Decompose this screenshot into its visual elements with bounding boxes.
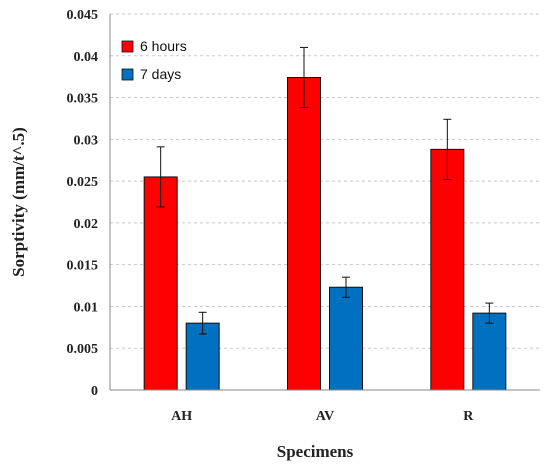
x-tick-labels: AH AV R	[171, 409, 474, 424]
legend-swatch-7-days	[121, 68, 134, 81]
y-tick-label: 0.025	[67, 175, 99, 190]
bar-7-days-r	[472, 312, 507, 391]
y-tick-label: 0.035	[67, 92, 99, 107]
error-bars	[156, 46, 494, 335]
bar-7-days-av	[329, 286, 363, 391]
y-tick-label: 0	[91, 384, 98, 399]
x-axis-title: Specimens	[277, 442, 354, 461]
y-tick-label: 0.015	[67, 259, 99, 274]
y-tick-label: 0.01	[74, 300, 99, 315]
x-tick-label: AH	[171, 409, 192, 424]
legend-swatch-6-hours	[121, 40, 134, 53]
x-tick-label: R	[463, 409, 474, 424]
legend: 6 hours 7 days	[121, 38, 187, 82]
bars	[143, 77, 507, 391]
bar-6-hours-r	[430, 148, 465, 391]
y-axis-title: Sorptivity (mm/t^.5)	[9, 127, 28, 277]
y-tick-label: 0.04	[74, 50, 99, 65]
y-tick-label: 0.045	[67, 8, 99, 23]
bar-6-hours-av	[287, 77, 321, 391]
y-tick-label: 0.02	[74, 217, 99, 232]
legend-label: 6 hours	[140, 38, 187, 54]
y-tick-label: 0.005	[67, 342, 99, 357]
legend-label: 7 days	[140, 66, 181, 82]
x-tick-label: AV	[316, 409, 334, 424]
y-tick-label: 0.03	[74, 133, 99, 148]
bar-6-hours-ah	[143, 176, 178, 391]
y-tick-labels: 0 0.005 0.01 0.015 0.02 0.025 0.03 0.035 0.04 0.0…	[67, 8, 99, 399]
